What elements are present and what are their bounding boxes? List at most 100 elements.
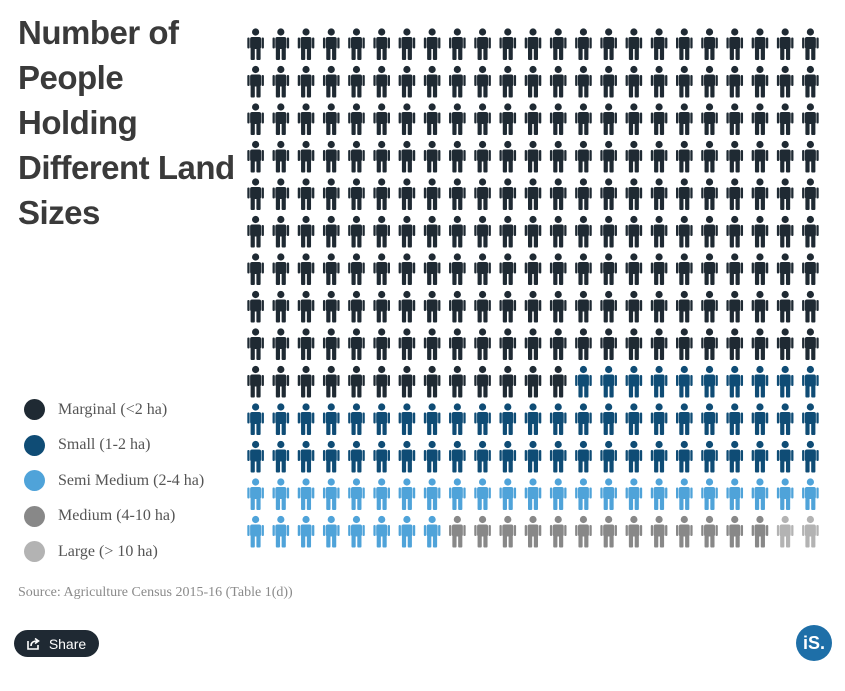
person-icon-marginal-2-ha: [474, 290, 491, 323]
person-icon-small-1-2-ha: [776, 403, 794, 435]
person-icon-semi-medium-2-4-ha: [373, 478, 390, 510]
person-icon-marginal-2-ha: [348, 365, 365, 398]
person-icon-marginal-2-ha: [373, 178, 390, 210]
person-icon-marginal-2-ha: [449, 65, 466, 98]
person-icon-small-1-2-ha: [625, 403, 643, 435]
person-icon-marginal-2-ha: [398, 328, 416, 360]
person-icon-small-1-2-ha: [650, 440, 668, 473]
legend-label-medium: Medium (4-10 ha): [58, 507, 176, 525]
person-icon-marginal-2-ha: [625, 290, 643, 323]
person-icon-small-1-2-ha: [676, 440, 693, 473]
person-icon-marginal-2-ha: [297, 328, 315, 360]
person-icon-marginal-2-ha: [373, 140, 390, 173]
person-icon-semi-medium-2-4-ha: [398, 478, 416, 510]
person-icon-marginal-2-ha: [625, 328, 643, 360]
person-icon-marginal-2-ha: [776, 253, 794, 285]
person-icon-marginal-2-ha: [600, 328, 617, 360]
person-icon-marginal-2-ha: [726, 215, 744, 248]
person-icon-small-1-2-ha: [575, 440, 592, 473]
person-icon-marginal-2-ha: [499, 328, 517, 360]
person-icon-marginal-2-ha: [322, 328, 340, 360]
person-icon-small-1-2-ha: [247, 403, 264, 435]
person-icon-marginal-2-ha: [524, 253, 542, 285]
person-icon-marginal-2-ha: [474, 178, 491, 210]
person-icon-small-1-2-ha: [348, 403, 365, 435]
person-icon-marginal-2-ha: [549, 65, 567, 98]
share-label: Share: [48, 635, 87, 652]
person-icon-marginal-2-ha: [600, 28, 617, 60]
person-icon-marginal-2-ha: [701, 215, 718, 248]
legend-item-small: Small (1-2 ha): [24, 428, 239, 464]
person-icon-medium-4-10-ha: [449, 515, 466, 548]
person-icon-marginal-2-ha: [474, 65, 491, 98]
person-icon-marginal-2-ha: [247, 328, 264, 360]
person-icon-marginal-2-ha: [751, 290, 769, 323]
share-button[interactable]: Share: [14, 630, 99, 657]
person-icon-marginal-2-ha: [297, 365, 315, 398]
person-icon-marginal-2-ha: [398, 290, 416, 323]
person-icon-semi-medium-2-4-ha: [449, 478, 466, 510]
person-icon-marginal-2-ha: [802, 290, 819, 323]
person-icon-marginal-2-ha: [398, 65, 416, 98]
person-icon-marginal-2-ha: [650, 215, 668, 248]
person-icon-marginal-2-ha: [247, 215, 264, 248]
person-icon-marginal-2-ha: [297, 140, 315, 173]
person-icon-small-1-2-ha: [322, 440, 340, 473]
person-icon-marginal-2-ha: [625, 178, 643, 210]
person-icon-medium-4-10-ha: [751, 515, 769, 548]
person-icon-marginal-2-ha: [474, 28, 491, 60]
person-icon-marginal-2-ha: [650, 328, 668, 360]
person-icon-semi-medium-2-4-ha: [802, 478, 819, 510]
person-icon-marginal-2-ha: [751, 28, 769, 60]
person-icon-small-1-2-ha: [423, 440, 441, 473]
person-icon-marginal-2-ha: [751, 103, 769, 135]
person-icon-marginal-2-ha: [524, 103, 542, 135]
person-icon-marginal-2-ha: [650, 28, 668, 60]
person-icon-marginal-2-ha: [676, 215, 693, 248]
person-icon-marginal-2-ha: [348, 28, 365, 60]
person-icon-marginal-2-ha: [625, 65, 643, 98]
legend-swatch-small: [24, 434, 45, 456]
person-icon-marginal-2-ha: [751, 140, 769, 173]
person-icon-marginal-2-ha: [776, 103, 794, 135]
person-icon-marginal-2-ha: [348, 140, 365, 173]
person-icon-marginal-2-ha: [373, 365, 390, 398]
person-icon-small-1-2-ha: [751, 365, 769, 398]
person-icon-marginal-2-ha: [549, 328, 567, 360]
person-icon-marginal-2-ha: [676, 290, 693, 323]
person-icon-large-10-ha: [802, 515, 819, 548]
person-icon-medium-4-10-ha: [726, 515, 744, 548]
person-icon-marginal-2-ha: [726, 178, 744, 210]
person-icon-small-1-2-ha: [701, 440, 718, 473]
person-icon-marginal-2-ha: [676, 28, 693, 60]
person-icon-marginal-2-ha: [625, 140, 643, 173]
person-icon-marginal-2-ha: [549, 365, 567, 398]
person-icon-marginal-2-ha: [272, 28, 290, 60]
person-icon-marginal-2-ha: [802, 178, 819, 210]
person-icon-marginal-2-ha: [575, 178, 592, 210]
person-icon-marginal-2-ha: [575, 140, 592, 173]
legend-item-large: Large (> 10 ha): [24, 534, 239, 570]
person-icon-semi-medium-2-4-ha: [423, 478, 441, 510]
person-icon-marginal-2-ha: [701, 290, 718, 323]
person-icon-marginal-2-ha: [499, 253, 517, 285]
person-icon-marginal-2-ha: [474, 328, 491, 360]
person-icon-marginal-2-ha: [726, 65, 744, 98]
person-icon-marginal-2-ha: [802, 140, 819, 173]
person-icon-marginal-2-ha: [348, 103, 365, 135]
person-icon-marginal-2-ha: [600, 140, 617, 173]
person-icon-marginal-2-ha: [549, 215, 567, 248]
person-icon-semi-medium-2-4-ha: [348, 478, 365, 510]
person-icon-small-1-2-ha: [726, 365, 744, 398]
person-icon-semi-medium-2-4-ha: [751, 478, 769, 510]
person-icon-marginal-2-ha: [348, 328, 365, 360]
person-icon-small-1-2-ha: [373, 403, 390, 435]
person-icon-marginal-2-ha: [247, 28, 264, 60]
person-icon-marginal-2-ha: [549, 290, 567, 323]
person-icon-small-1-2-ha: [272, 440, 290, 473]
person-icon-marginal-2-ha: [524, 178, 542, 210]
person-icon-marginal-2-ha: [449, 28, 466, 60]
person-icon-marginal-2-ha: [625, 103, 643, 135]
person-icon-marginal-2-ha: [348, 178, 365, 210]
person-icon-marginal-2-ha: [272, 140, 290, 173]
